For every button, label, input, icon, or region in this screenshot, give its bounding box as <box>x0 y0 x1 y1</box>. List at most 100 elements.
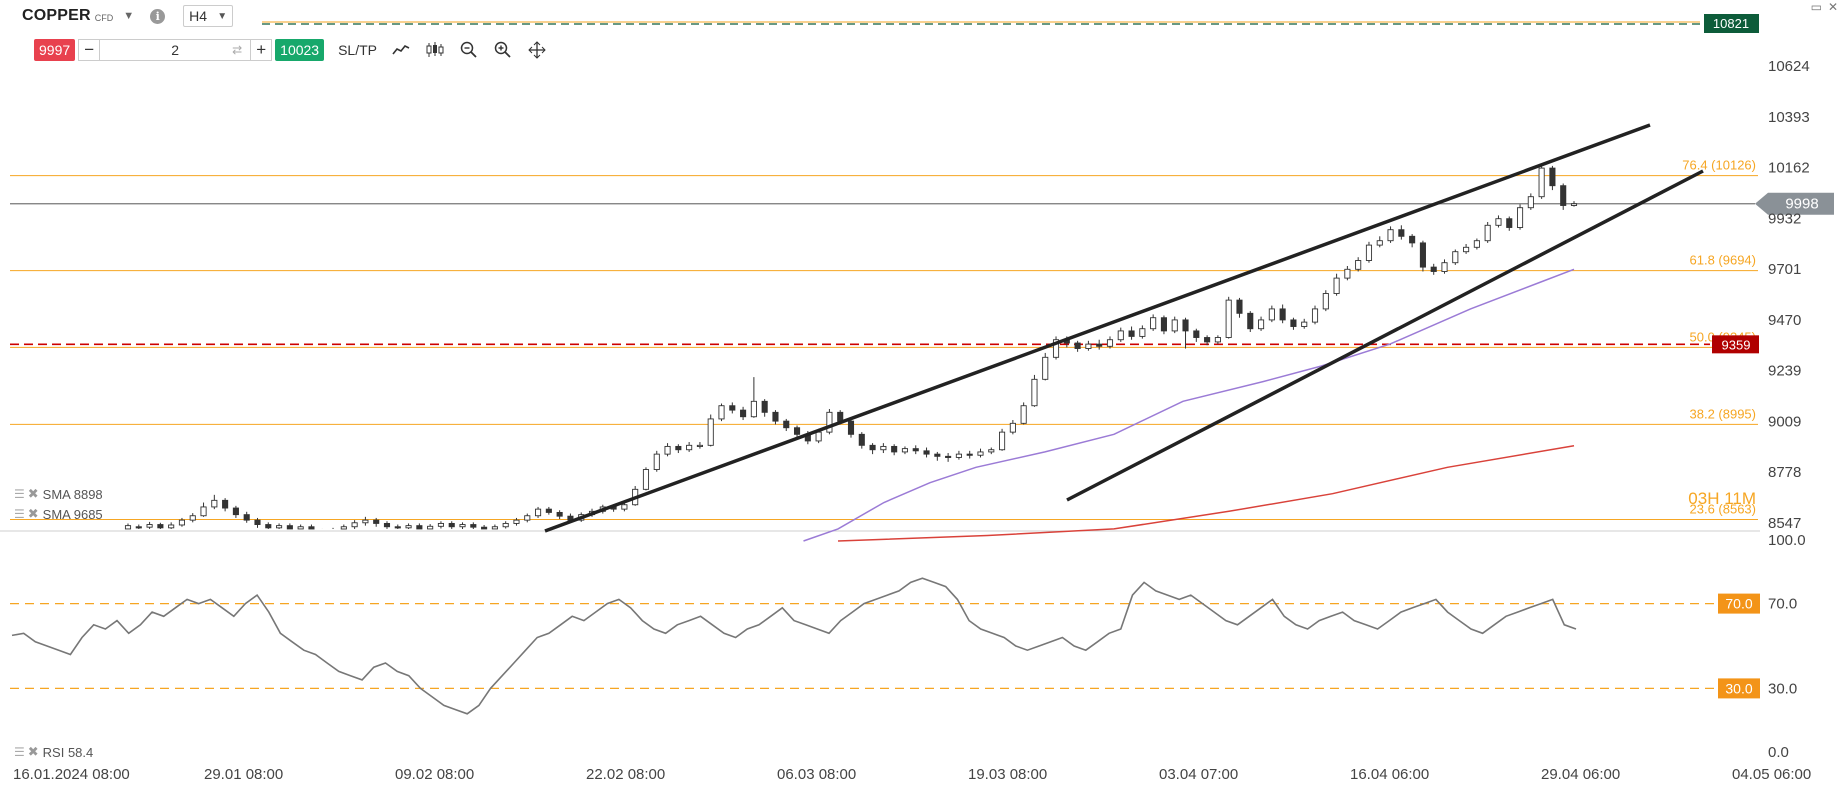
candle-body <box>383 522 391 528</box>
candle-body <box>1322 293 1329 310</box>
decrease-quantity-button[interactable]: − <box>84 40 95 59</box>
candle-body <box>1160 317 1167 332</box>
time-tick: 16.01.2024 08:00 <box>13 766 130 783</box>
candle-body <box>1333 277 1340 294</box>
rsi-legend[interactable]: ☰ ✖ RSI 58.4 <box>14 744 94 760</box>
price-axis: 10821 9359 9998 10624 10393 10162 9932 9701 9470… <box>1688 14 1834 761</box>
sma-fast-line <box>803 268 1575 542</box>
sma-slow-line <box>837 445 1575 542</box>
time-tick: 16.04 06:00 <box>1350 766 1429 783</box>
remove-icon[interactable]: ✖ <box>27 486 39 501</box>
candle-body <box>1495 218 1502 226</box>
swap-icon[interactable]: ⇄ <box>232 43 243 57</box>
candle-body <box>405 525 412 529</box>
fibonacci-levels: 76.4 (10126)61.8 (9694)50.0 (9345)38.2 (… <box>10 21 1758 520</box>
candle-body <box>740 409 747 418</box>
candle-body <box>481 526 488 530</box>
candle-body <box>427 525 434 530</box>
candle-body <box>621 504 628 510</box>
candle-body <box>286 525 293 530</box>
info-icon[interactable]: i <box>150 8 166 24</box>
candle-body <box>1419 242 1426 268</box>
candlestick-icon[interactable] <box>425 40 445 60</box>
sltp-button[interactable]: SL/TP <box>338 42 377 58</box>
candle-body <box>912 448 919 452</box>
symbol-dropdown-icon[interactable]: ▼ <box>123 10 135 22</box>
candle-body <box>642 469 650 490</box>
zoom-out-icon[interactable] <box>459 40 479 60</box>
candle-body <box>1409 235 1416 244</box>
candle-body <box>1171 319 1178 332</box>
symbol-name[interactable]: COPPER <box>22 7 91 24</box>
current-price-label: 9998 <box>1785 196 1818 213</box>
candle-body <box>1074 342 1081 349</box>
current-price-badge <box>1755 192 1834 215</box>
sma-fast-legend[interactable]: ☰ ✖ SMA 8898 <box>14 486 103 502</box>
fib-label: 76.4 (10126) <box>1682 158 1756 173</box>
candle-body <box>168 524 175 529</box>
increase-quantity-button[interactable]: + <box>256 40 267 59</box>
candle-body <box>1344 268 1351 279</box>
trade-panel: 9997 − 2 ⇄ + 10023 SL/TP <box>34 37 547 63</box>
candle-body <box>977 451 984 456</box>
quantity-stepper[interactable]: − 2 ⇄ + <box>78 39 273 61</box>
move-icon[interactable] <box>527 40 547 60</box>
top-price-badge <box>1704 14 1759 33</box>
trendlines[interactable] <box>544 123 1704 533</box>
candle-body <box>696 444 703 447</box>
candle-body <box>1538 167 1545 198</box>
buy-button[interactable]: 10023 <box>275 39 325 61</box>
rsi-tick: 100.0 <box>1768 532 1806 549</box>
price-tick: 8778 <box>1768 464 1801 481</box>
candle-body <box>793 427 801 435</box>
price-tick: 10162 <box>1768 160 1810 177</box>
candle-body <box>1117 330 1124 341</box>
line-chart-icon[interactable] <box>391 40 411 60</box>
candle-body <box>459 524 466 528</box>
candle-body <box>470 524 477 528</box>
time-tick: 06.03 08:00 <box>777 766 856 783</box>
sell-button[interactable]: 9997 <box>34 39 76 61</box>
candle-body <box>750 400 757 418</box>
symbol-type: CFD <box>94 13 114 23</box>
minimize-icon[interactable]: ▭ <box>1810 0 1822 14</box>
red-price-label: 9359 <box>1722 337 1751 352</box>
symbol-toolbar: COPPER CFD ▼ i H4 ▼ <box>22 4 234 28</box>
rsi-tick: 30.0 <box>1768 680 1797 697</box>
sma-lines <box>803 268 1575 542</box>
candle-body <box>200 506 207 517</box>
candle-body <box>373 519 380 524</box>
candle-body <box>999 431 1006 451</box>
candle-body <box>1214 337 1221 343</box>
time-tick: 29.01 08:00 <box>204 766 283 783</box>
remove-icon[interactable]: ✖ <box>27 744 39 759</box>
sma-slow-legend[interactable]: ☰ ✖ SMA 9685 <box>14 506 103 522</box>
candle-body <box>891 445 898 453</box>
rsi-tick: 70.0 <box>1768 596 1797 613</box>
candle-body <box>1290 319 1297 327</box>
candle-body <box>211 499 218 508</box>
candle-body <box>1247 312 1254 330</box>
time-tick: 04.05 06:00 <box>1732 766 1811 783</box>
timeframe-select[interactable]: H4 ▼ <box>183 5 234 27</box>
countdown-label: 03H 11M <box>1688 489 1756 508</box>
candle-body <box>1311 308 1319 323</box>
price-tick: 9239 <box>1768 363 1801 380</box>
candle-body <box>1463 246 1470 253</box>
candle-body <box>1301 321 1308 327</box>
candle-body <box>783 420 790 429</box>
candle-body <box>664 445 671 455</box>
candle-body <box>945 455 952 458</box>
candle-body <box>901 448 909 453</box>
candle-body <box>254 519 261 525</box>
candle-body <box>178 519 186 526</box>
close-icon[interactable]: ✕ <box>1827 0 1838 14</box>
candle-body <box>340 526 347 530</box>
rsi-line <box>11 577 1577 715</box>
remove-icon[interactable]: ✖ <box>27 506 39 521</box>
quantity-input[interactable]: 2 ⇄ <box>99 40 252 60</box>
candle-body <box>988 449 995 453</box>
zoom-in-icon[interactable] <box>493 40 513 60</box>
timeframe-value: H4 <box>189 8 208 24</box>
